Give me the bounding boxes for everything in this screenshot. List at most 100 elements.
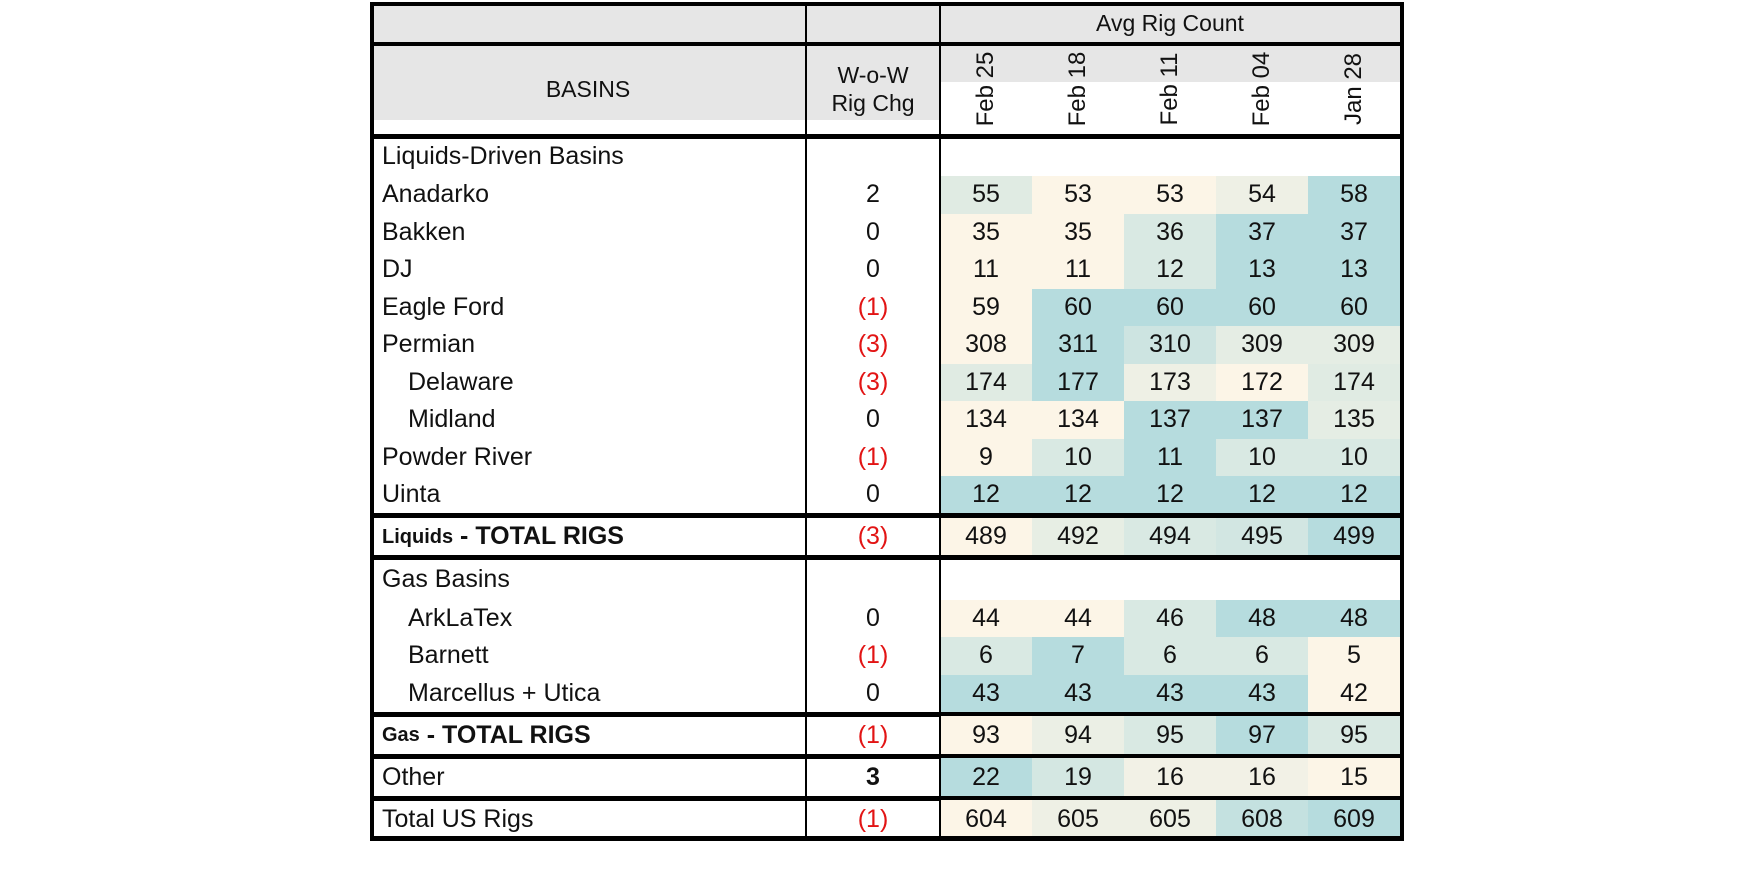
row-change: (3) [857,367,889,396]
header-week-label: Feb 11 [1156,52,1183,126]
row-change: (1) [857,641,889,670]
heat-cell: 95 [1124,716,1216,754]
heat-cell: 16 [1124,758,1216,796]
heat-cell: 134 [1032,401,1124,439]
header-group-label: Avg Rig Count [1096,9,1244,36]
heat-cell: 94 [1032,716,1124,754]
header-rig-chg-label: Rig Chg [831,90,915,116]
heat-cell: 137 [1216,401,1308,439]
heat-cell: 6 [1124,637,1216,675]
row-label: Eagle Ford [382,292,505,321]
total-prefix: Liquids [382,525,454,548]
heat-cell: 13 [1216,251,1308,289]
heat-cell: 60 [1124,288,1216,326]
header-basins: BASINS [545,75,631,102]
section-divider [370,555,1404,560]
heat-cell: 6 [940,637,1032,675]
row-label: Midland [408,405,496,434]
row-change: (1) [857,442,889,471]
row-label: Bakken [382,217,466,246]
heat-cell: 12 [1124,251,1216,289]
heat-cell: 60 [1308,288,1400,326]
heat-cell: 44 [940,599,1032,637]
section-total-divider [370,711,1404,717]
heat-cell: 311 [1032,326,1124,364]
row-label: Total US Rigs [382,804,534,833]
section-title: Gas Basins [382,565,510,593]
heat-cell: 46 [1124,599,1216,637]
header-week-label: Feb 18 [1064,51,1091,127]
heat-cell: 177 [1032,363,1124,401]
heat-cell: 16 [1216,758,1308,796]
heat-cell: 58 [1308,176,1400,214]
heat-cell: 43 [1216,674,1308,712]
section-total-divider [370,513,1404,518]
heat-cell: 5 [1308,637,1400,675]
total-label: Liquids - TOTAL RIGS [370,518,806,556]
heat-cell: 35 [940,213,1032,251]
heat-cell: 93 [940,716,1032,754]
heat-cell: 308 [940,326,1032,364]
heat-cell: 43 [940,674,1032,712]
heat-cell: 9 [940,438,1032,476]
section-divider [370,753,1404,759]
section-fill [370,2,1404,42]
row-change: 0 [866,217,880,246]
row-label: Other [382,762,445,791]
heat-cell: 59 [940,288,1032,326]
header-wow-change: W-o-W Rig Chg [806,44,940,134]
heat-cell: 53 [1124,176,1216,214]
row-label: DJ [382,255,413,284]
row-label: Marcellus + Utica [408,678,601,707]
header-week-label: Feb 25 [972,51,999,127]
row-fill [370,82,940,120]
heat-cell: 37 [1308,213,1400,251]
heat-cell: 174 [1308,363,1400,401]
heat-cell: 60 [1216,288,1308,326]
header-bottom-border [370,133,1404,139]
row-change: 0 [866,603,880,632]
heat-cell: 44 [1032,599,1124,637]
heat-cell: 499 [1308,517,1400,556]
heat-cell: 11 [1032,251,1124,289]
heat-cell: 53 [1032,176,1124,214]
heat-cell: 37 [1216,213,1308,251]
total-suffix: - TOTAL RIGS [453,522,624,550]
row-change: 0 [866,678,880,707]
heat-cell: 495 [1216,517,1308,556]
heat-cell: 609 [1308,800,1400,838]
heat-cell: 15 [1308,758,1400,796]
heat-cell: 12 [940,476,1032,514]
heat-cell: 605 [1124,800,1216,838]
heat-cell: 309 [1308,326,1400,364]
heat-cell: 11 [1124,438,1216,476]
row-label: Uinta [382,480,441,509]
heat-cell: 173 [1124,363,1216,401]
heat-cell: 172 [1216,363,1308,401]
table-top-border [370,2,1404,6]
heat-cell: 35 [1032,213,1124,251]
row-change: 0 [866,405,880,434]
heat-cell: 6 [1216,637,1308,675]
section-title: Liquids-Driven Basins [382,141,624,170]
heat-cell: 309 [1216,326,1308,364]
heat-cell: 494 [1124,517,1216,556]
heat-cell: 489 [940,517,1032,556]
total-prefix: Gas [382,724,420,746]
heat-cell: 174 [940,363,1032,401]
total-change: (3) [857,522,889,550]
other-divider [370,795,1404,801]
total-label: Gas - TOTAL RIGS [370,716,806,754]
table-left-border [369,2,374,840]
table-bottom-border [370,835,1404,841]
heat-cell: 605 [1032,800,1124,838]
heat-cell: 492 [1032,517,1124,556]
heat-cell: 11 [940,251,1032,289]
header-divider [370,42,1404,46]
section-fill [370,42,1404,82]
heat-cell: 12 [1308,476,1400,514]
heat-cell: 134 [940,401,1032,439]
header-week-label: Feb 04 [1248,51,1275,127]
column-divider [939,2,941,840]
total-suffix: - TOTAL RIGS [419,720,591,749]
